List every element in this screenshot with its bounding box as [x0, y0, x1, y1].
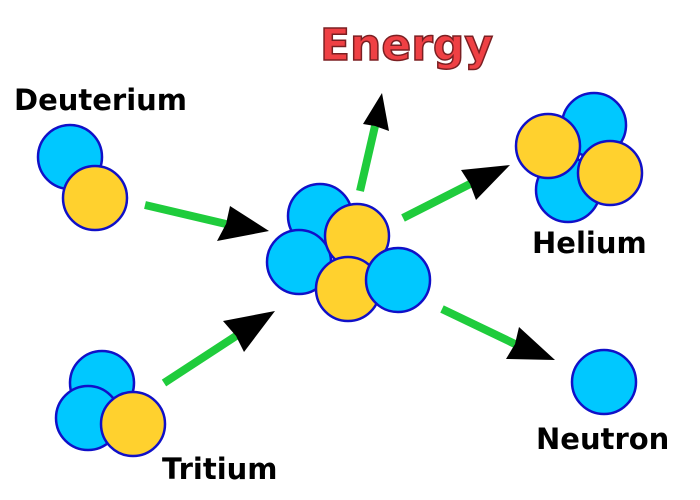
arrow-head [217, 206, 269, 241]
arrow-head [363, 93, 389, 131]
arrow-tritium-to-fusion [161, 311, 275, 387]
free-neutron-particle [570, 348, 638, 416]
fused-nucleus [265, 182, 432, 323]
deuterium-nucleus [36, 123, 129, 232]
tritium-label: Tritium [162, 452, 278, 486]
free-neutron [570, 348, 638, 416]
arrow-shaft [356, 125, 379, 192]
arrow-deuterium-to-fusion [144, 201, 269, 241]
tritium-nucleus [54, 349, 167, 458]
arrow-shaft [144, 201, 227, 228]
arrow-shaft [401, 180, 472, 222]
helium-nucleus [514, 91, 644, 224]
energy-label: Energy [319, 20, 494, 71]
helium-proton-left [514, 112, 582, 180]
deuterium-label: Deuterium [14, 83, 188, 117]
arrow-shaft [161, 332, 239, 387]
arrow-to-energy [356, 93, 389, 192]
arrow-shaft [440, 305, 517, 348]
tritium-proton [99, 390, 167, 458]
fused-neutron-right [364, 246, 432, 314]
neutron-label: Neutron [536, 422, 670, 456]
arrow-head [506, 327, 555, 360]
arrow-to-helium [401, 165, 510, 222]
arrow-head [223, 311, 275, 352]
arrow-head [461, 165, 510, 200]
helium-proton-right [576, 139, 644, 207]
helium-label: Helium [532, 226, 647, 260]
deuterium-proton [61, 164, 129, 232]
arrow-to-neutron [440, 305, 555, 360]
